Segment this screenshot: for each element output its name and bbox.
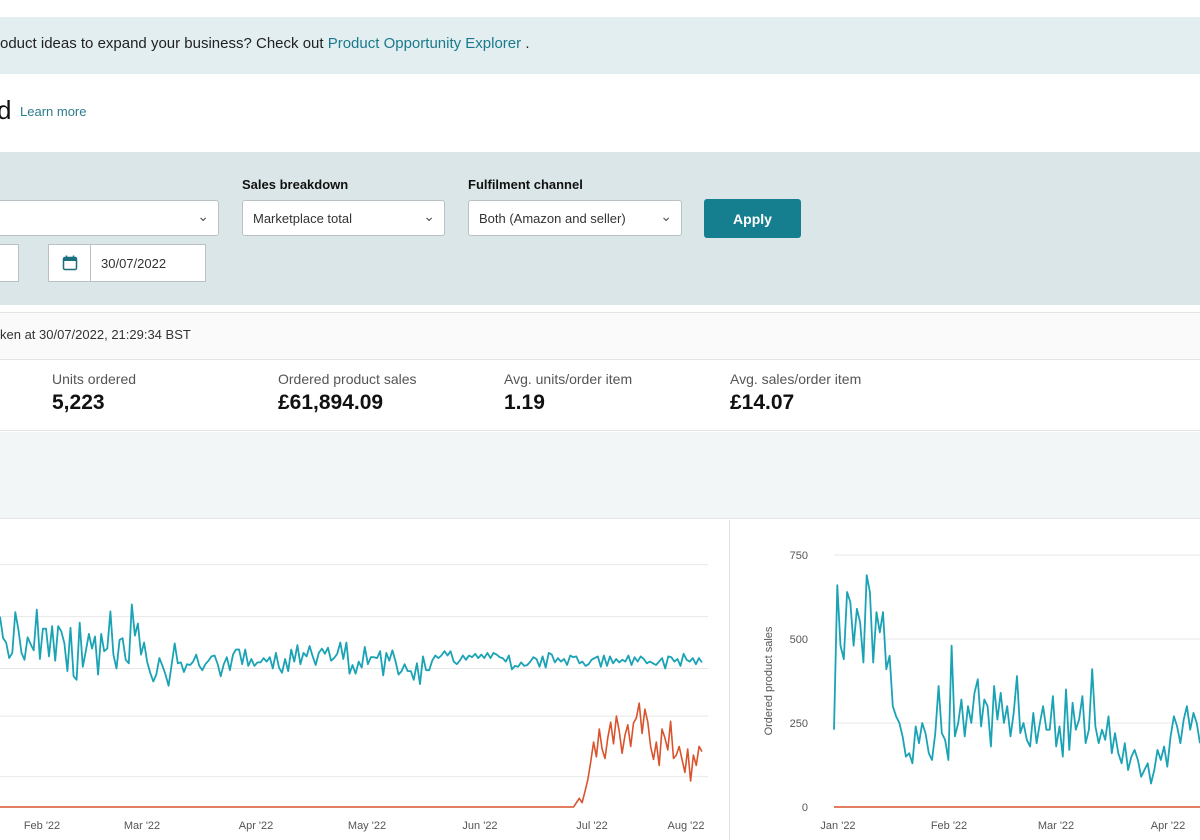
sales-breakdown-label: Sales breakdown (242, 177, 349, 192)
apply-button[interactable]: Apply (704, 199, 801, 238)
metric-label: Avg. sales/order item (730, 371, 862, 387)
banner-text: oduct ideas to expand your business? Che… (0, 35, 530, 52)
banner-message: oduct ideas to expand your business? Che… (0, 35, 328, 52)
calendar-icon (62, 255, 77, 271)
chart-divider (729, 520, 730, 840)
x-tick-label: Mar '22 (1038, 820, 1074, 832)
chevron-down-icon: ⌄ (660, 208, 672, 224)
y-tick-label: 0 (802, 802, 808, 814)
end-date-input[interactable]: 30/07/2022 (90, 244, 206, 282)
banner-suffix: . (525, 35, 530, 52)
date-range-select[interactable]: ⌄ (0, 200, 219, 236)
page-title: d (0, 95, 12, 125)
x-tick-label: Jun '22 (462, 820, 497, 832)
calendar-button[interactable] (48, 244, 91, 282)
end-date-value: 30/07/2022 (101, 255, 167, 271)
info-banner (0, 17, 1200, 74)
learn-more-link[interactable]: Learn more (20, 104, 87, 119)
sales-breakdown-select[interactable]: Marketplace total ⌄ (242, 200, 445, 236)
x-tick-label: Aug '22 (668, 820, 705, 832)
chevron-down-icon: ⌄ (423, 208, 435, 224)
start-date-input[interactable] (0, 244, 19, 282)
metric-label: Units ordered (52, 371, 137, 387)
units-ordered-chart: Feb '22 Mar '22 Apr '22 May '22 Jun '22 Jul '… (0, 564, 708, 832)
x-tick-label: Mar '22 (124, 820, 160, 832)
x-tick-label: Jan '22 (820, 820, 855, 832)
x-tick-label: Apr '22 (239, 820, 274, 832)
chevron-down-icon: ⌄ (197, 208, 209, 224)
y-tick-label: 750 (790, 550, 808, 562)
refresh-bar (0, 312, 1200, 360)
last-refreshed-text: ken at 30/07/2022, 21:29:34 BST (0, 327, 191, 342)
series-line-total (833, 574, 1200, 785)
series-line-secondary (0, 702, 703, 808)
fulfilment-channel-label: Fulfilment channel (468, 177, 583, 192)
series-line-total (0, 603, 703, 687)
x-tick-label: Feb '22 (24, 820, 60, 832)
y-tick-label: 250 (790, 718, 808, 730)
metric-value: 5,223 (52, 391, 105, 414)
metric-label: Avg. units/order item (504, 371, 633, 387)
comparison-toolbar (0, 432, 1200, 519)
x-tick-label: Feb '22 (931, 820, 967, 832)
metric-value: £61,894.09 (278, 391, 384, 414)
x-tick-label: Jul '22 (576, 820, 607, 832)
metric-label: Ordered product sales (278, 371, 417, 387)
sales-breakdown-value: Marketplace total (253, 210, 352, 226)
x-tick-label: May '22 (348, 820, 386, 832)
ordered-sales-chart: 0 250 500 750 Ordered product sales Jan '22 Fe… (763, 550, 1200, 832)
metrics-row (0, 362, 1200, 431)
fulfilment-channel-select[interactable]: Both (Amazon and seller) ⌄ (468, 200, 682, 236)
fulfilment-channel-value: Both (Amazon and seller) (479, 210, 626, 226)
y-tick-label: 500 (790, 634, 808, 646)
metric-value: £14.07 (730, 391, 795, 414)
y-axis-label: Ordered product sales (763, 626, 775, 735)
metric-value: 1.19 (504, 391, 545, 414)
product-opportunity-explorer-link[interactable]: Product Opportunity Explorer (327, 35, 522, 52)
x-tick-label: Apr '22 (1151, 820, 1186, 832)
